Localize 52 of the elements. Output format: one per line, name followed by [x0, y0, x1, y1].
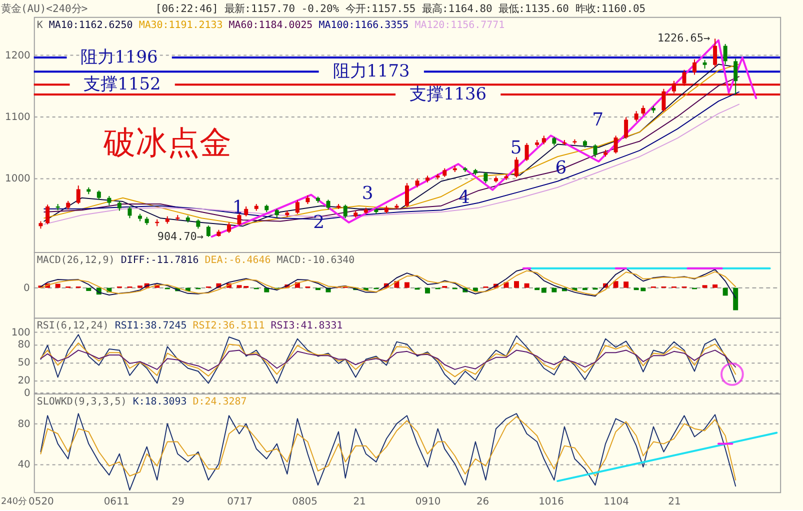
- y-tick-label: 80: [18, 419, 30, 430]
- chart-subtitle: [06:22:46] 最新:1157.70 -0.20% 今开:1157.55 最高:1164.80 最低:1135.60 昨收:1160.05: [155, 2, 646, 15]
- x-axis-title: 240分: [0, 496, 28, 508]
- text: 904.70→: [157, 230, 204, 243]
- chart-title: 黄金(AU)<240分>: [0, 2, 88, 15]
- series-label: D:24.3287: [192, 396, 247, 408]
- x-tick-label: 0717: [227, 496, 252, 508]
- ref-line-label: 阻力1173: [332, 60, 410, 81]
- text: DIFF:-11.7816: [120, 254, 199, 266]
- y-tick-label: 20: [18, 376, 30, 387]
- x-tick-label: 0611: [104, 496, 130, 508]
- y-tick-label: 40: [18, 459, 30, 470]
- x-tick-label: 26: [476, 496, 490, 508]
- text: K:18.3093: [132, 396, 187, 408]
- text: RSI3:41.8331: [270, 320, 343, 332]
- chart-title: SLOWKD(9,3,3,5): [36, 396, 127, 408]
- ref-line-label: 支撑1136: [409, 83, 487, 104]
- ref-line-label: 阻力1196: [80, 46, 158, 66]
- annotation: 5: [510, 137, 522, 158]
- chart-title: RSI(6,12,24): [36, 320, 109, 332]
- y-tick-label: 1000: [5, 174, 30, 185]
- x-tick-label: 21: [668, 496, 681, 508]
- text: MA60:1184.0025: [228, 20, 313, 31]
- text: MA10:1162.6250: [48, 20, 133, 31]
- chart-title: MACD(26,12,9): [36, 254, 115, 266]
- y-tick-label: 50: [18, 358, 30, 369]
- y-tick-label: 80: [18, 340, 30, 351]
- series-label: RSI1:38.7245: [114, 320, 187, 332]
- y-tick-label: 100: [11, 328, 30, 339]
- x-tick-label: 1104: [604, 496, 629, 508]
- text: MA30:1191.2133: [138, 20, 223, 31]
- text: MA120:1156.7771: [414, 20, 505, 31]
- x-tick-label: 0520: [28, 496, 54, 508]
- x-tick-label: 21: [353, 496, 366, 508]
- y-tick-label: 1100: [5, 112, 30, 124]
- text: MACD:-10.6340: [276, 254, 355, 266]
- legend-title: K: [36, 20, 43, 31]
- ref-line-label: 支撑1152: [84, 74, 161, 94]
- y-tick-label: 0: [24, 388, 30, 399]
- y-tick-label: 1200: [5, 50, 30, 62]
- x-tick-label: 0805: [292, 496, 318, 508]
- text: 1226.65→: [657, 32, 710, 45]
- text: MA100:1166.3355: [318, 20, 409, 31]
- x-tick-label: 29: [172, 496, 184, 508]
- x-tick-label: 1016: [538, 496, 564, 508]
- annotation: 3: [362, 183, 374, 204]
- annotation: 1: [232, 197, 244, 218]
- annotation: 破冰点金: [102, 123, 232, 162]
- x-tick-label: 0910: [415, 496, 441, 508]
- annotation: 7: [592, 109, 604, 130]
- series-label: DEA:-6.4646: [204, 254, 271, 266]
- series-label: RSI2:36.5111: [192, 320, 265, 332]
